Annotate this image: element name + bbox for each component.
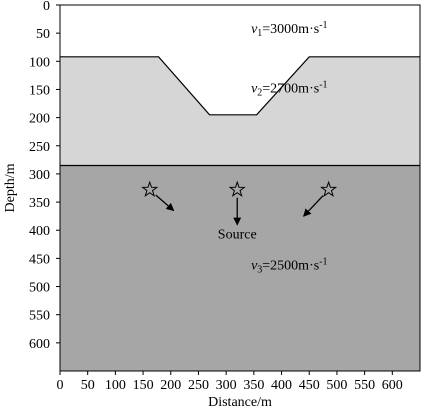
velocity-value: =2500m·s bbox=[262, 259, 319, 274]
x-tick-label: 550 bbox=[354, 378, 375, 393]
x-tick-label: 600 bbox=[382, 378, 403, 393]
y-tick-label: 550 bbox=[29, 309, 50, 324]
y-tick-label: 500 bbox=[29, 281, 50, 296]
x-tick-label: 450 bbox=[299, 378, 320, 393]
y-tick-label: 250 bbox=[29, 140, 50, 155]
x-tick-label: 300 bbox=[216, 378, 237, 393]
y-tick-label: 0 bbox=[43, 0, 50, 14]
velocity-symbol: v bbox=[251, 81, 258, 96]
velocity-exponent: -1 bbox=[319, 79, 327, 90]
x-tick-label: 250 bbox=[188, 378, 209, 393]
y-axis-title: Depth/m bbox=[3, 163, 18, 212]
plot-frame bbox=[59, 4, 421, 372]
y-tick-label: 300 bbox=[29, 168, 50, 183]
source-star-1 bbox=[141, 180, 159, 197]
source-star-3 bbox=[320, 180, 338, 197]
x-tick-label: 350 bbox=[243, 378, 264, 393]
y-tick-label: 150 bbox=[29, 83, 50, 98]
velocity-value: =3000m·s bbox=[262, 22, 319, 37]
velocity-exponent: -1 bbox=[319, 257, 327, 268]
sources-group: Source bbox=[141, 180, 338, 243]
velocity-symbol: v bbox=[251, 259, 258, 274]
y-tick-label: 50 bbox=[36, 27, 50, 42]
source-arrow-1 bbox=[155, 194, 175, 212]
source-label: Source bbox=[218, 228, 257, 243]
velocity-subscript: 1 bbox=[257, 28, 262, 39]
y-tick-label: 350 bbox=[29, 196, 50, 211]
x-tick-label: 500 bbox=[326, 378, 347, 393]
y-tick-label: 450 bbox=[29, 252, 50, 267]
layer-3-fill bbox=[60, 165, 420, 371]
velocity-subscript: 3 bbox=[257, 265, 262, 276]
layer-3-velocity-label: v3=2500m·s-1 bbox=[251, 257, 327, 276]
y-axis: 0 50 100 150 200 250 300 350 400 450 500 550 600 bbox=[29, 0, 60, 352]
x-tick-label: 200 bbox=[160, 378, 181, 393]
layer-2-fill bbox=[60, 56, 420, 166]
velocity-subscript: 2 bbox=[257, 87, 262, 98]
x-tick-label: 0 bbox=[57, 378, 64, 393]
velocity-exponent: -1 bbox=[319, 20, 327, 31]
y-tick-label: 400 bbox=[29, 224, 50, 239]
x-tick-label: 150 bbox=[133, 378, 154, 393]
x-tick-label: 50 bbox=[81, 378, 95, 393]
interface-1-2 bbox=[60, 56, 420, 116]
x-tick-label: 100 bbox=[105, 378, 126, 393]
x-axis: 0 50 100 150 200 250 300 350 400 450 500 550 600 bbox=[57, 371, 403, 393]
layers-group bbox=[60, 5, 420, 371]
x-axis-title: Distance/m bbox=[208, 395, 272, 410]
y-tick-label: 200 bbox=[29, 112, 50, 127]
source-arrow-3 bbox=[303, 195, 324, 217]
velocity-symbol: v bbox=[251, 22, 258, 37]
source-star-2 bbox=[228, 180, 246, 197]
layer-2-velocity-label: v2=2700m·s-1 bbox=[251, 79, 327, 98]
y-tick-label: 100 bbox=[29, 55, 50, 70]
velocity-value: =2700m·s bbox=[262, 81, 319, 96]
y-tick-label: 600 bbox=[29, 337, 50, 352]
x-tick-label: 400 bbox=[271, 378, 292, 393]
layer-1-velocity-label: v1=3000m·s-1 bbox=[251, 20, 327, 39]
layer-labels-group: v1=3000m·s-1v2=2700m·s-1v3=2500m·s-1 bbox=[251, 20, 327, 275]
